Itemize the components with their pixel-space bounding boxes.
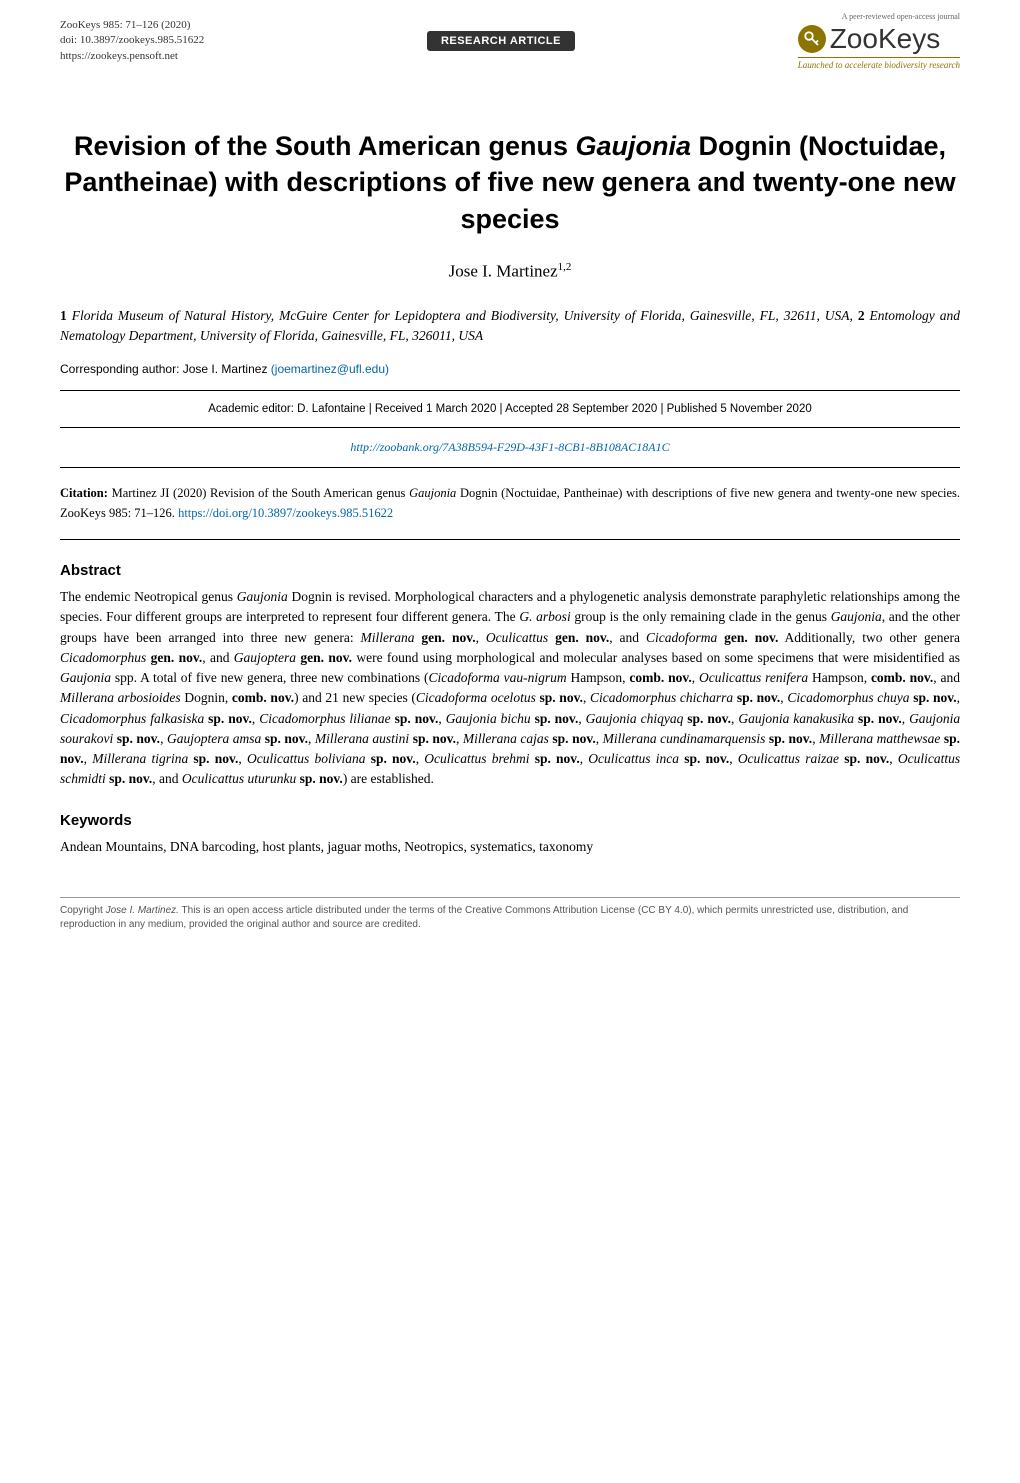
doi-line: doi: 10.3897/zookeys.985.51622 <box>60 33 204 48</box>
title-pre: Revision of the South American genus <box>74 131 576 161</box>
footer-divider <box>60 897 960 898</box>
author-line: Jose I. Martinez1,2 <box>60 261 960 282</box>
logo-text: ZooKeys <box>830 23 941 55</box>
affil-num-2: 2 <box>858 308 865 323</box>
citation-pre: Martinez JI (2020) Revision of the South… <box>108 486 409 500</box>
affiliations: 1 Florida Museum of Natural History, McG… <box>60 306 960 347</box>
copyright-notice: Copyright Jose I. Martinez. This is an o… <box>60 904 960 932</box>
key-icon <box>798 25 826 53</box>
affil-text-1: Florida Museum of Natural History, McGui… <box>67 308 858 323</box>
editorial-history: Academic editor: D. Lafontaine | Receive… <box>60 397 960 421</box>
journal-meta: ZooKeys 985: 71–126 (2020) doi: 10.3897/… <box>60 18 204 64</box>
keywords-text: Andean Mountains, DNA barcoding, host pl… <box>60 837 960 857</box>
article-title: Revision of the South American genus Gau… <box>60 128 960 237</box>
article-body: Revision of the South American genus Gau… <box>0 128 1020 962</box>
journal-url[interactable]: https://zookeys.pensoft.net <box>60 49 204 64</box>
zoobank-link-line: http://zoobank.org/7A38B594-F29D-43F1-8C… <box>60 434 960 461</box>
copyright-rest: This is an open access article distribut… <box>60 905 908 930</box>
keywords-heading: Keywords <box>60 812 960 829</box>
divider <box>60 467 960 468</box>
peer-reviewed-label: A peer-reviewed open-access journal <box>798 12 960 21</box>
copyright-pre: Copyright <box>60 905 106 916</box>
zookeys-logo: ZooKeys <box>798 23 960 55</box>
divider <box>60 427 960 428</box>
corresponding-name: Jose I. Martinez <box>183 362 271 376</box>
citation-block: Citation: Martinez JI (2020) Revision of… <box>60 474 960 533</box>
corresponding-email[interactable]: (joemartinez@ufl.edu) <box>271 362 389 376</box>
article-type-badge: RESEARCH ARTICLE <box>427 31 575 51</box>
corresponding-label: Corresponding author: <box>60 362 183 376</box>
zoobank-link[interactable]: http://zoobank.org/7A38B594-F29D-43F1-8C… <box>350 440 669 454</box>
citation-doi-link[interactable]: https://doi.org/10.3897/zookeys.985.5162… <box>178 506 393 520</box>
corresponding-author: Corresponding author: Jose I. Martinez (… <box>60 362 960 376</box>
abstract-text: The endemic Neotropical genus Gaujonia D… <box>60 587 960 790</box>
copyright-holder: Jose I. Martinez. <box>106 905 179 916</box>
abstract-heading: Abstract <box>60 562 960 579</box>
divider <box>60 539 960 540</box>
citation-label: Citation: <box>60 486 108 500</box>
divider <box>60 390 960 391</box>
affil-num-1: 1 <box>60 308 67 323</box>
author-name: Jose I. Martinez <box>449 262 558 281</box>
title-genus: Gaujonia <box>576 131 692 161</box>
logo-tagline: Launched to accelerate biodiversity rese… <box>798 57 960 70</box>
citation-genus: Gaujonia <box>409 486 456 500</box>
journal-logo-block: A peer-reviewed open-access journal ZooK… <box>798 12 960 70</box>
author-affil-sup: 1,2 <box>558 261 572 273</box>
page-header: ZooKeys 985: 71–126 (2020) doi: 10.3897/… <box>0 0 1020 78</box>
journal-issue-line: ZooKeys 985: 71–126 (2020) <box>60 18 204 33</box>
